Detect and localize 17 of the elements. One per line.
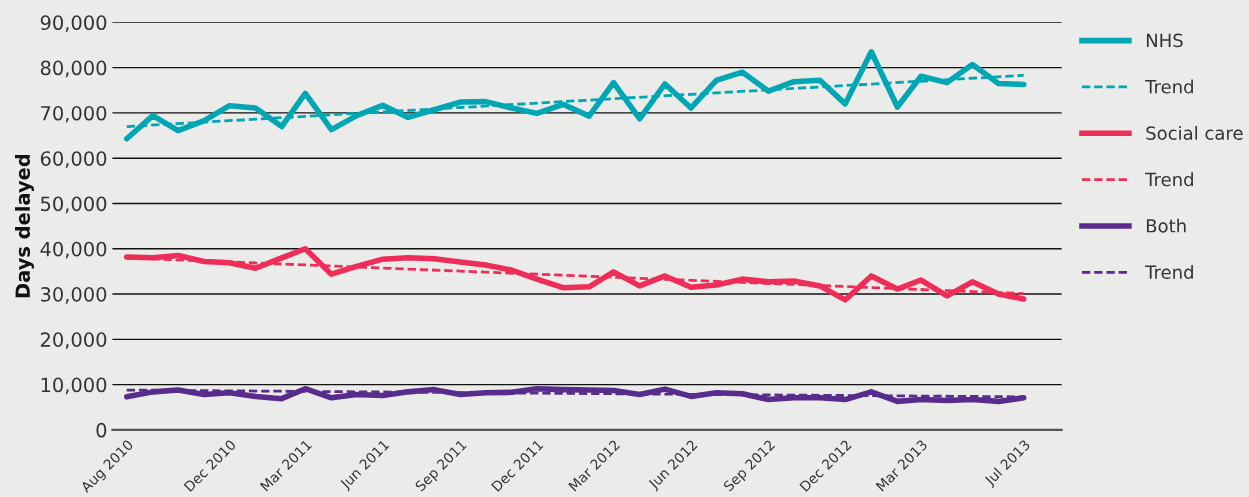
y-tick-label: 80,000 [40, 60, 107, 78]
y-tick-label: 0 [96, 422, 107, 438]
y-tick-label: 20,000 [40, 332, 107, 349]
legend-label: NHS [1146, 33, 1183, 48]
legend-label: Trend [1145, 79, 1193, 94]
y-tick-label: 10,000 [41, 377, 107, 395]
legend-label: Both [1146, 218, 1186, 233]
y-tick-label: 40,000 [40, 241, 107, 259]
y-tick-label: 60,000 [40, 151, 107, 168]
y-tick-label: 30,000 [40, 287, 107, 304]
legend-label: Trend [1145, 172, 1193, 187]
legend-label: Social care [1146, 125, 1243, 140]
legend-label: Trend [1145, 265, 1193, 279]
y-tick-label: 50,000 [41, 196, 107, 214]
y-tick-label: 70,000 [41, 105, 107, 123]
y-axis-title: Days delayed [14, 154, 34, 298]
y-tick-label: 90,000 [40, 15, 107, 33]
